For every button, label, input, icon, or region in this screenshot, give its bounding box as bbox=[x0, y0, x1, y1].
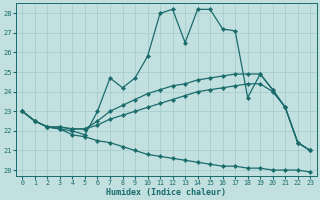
X-axis label: Humidex (Indice chaleur): Humidex (Indice chaleur) bbox=[106, 188, 226, 197]
